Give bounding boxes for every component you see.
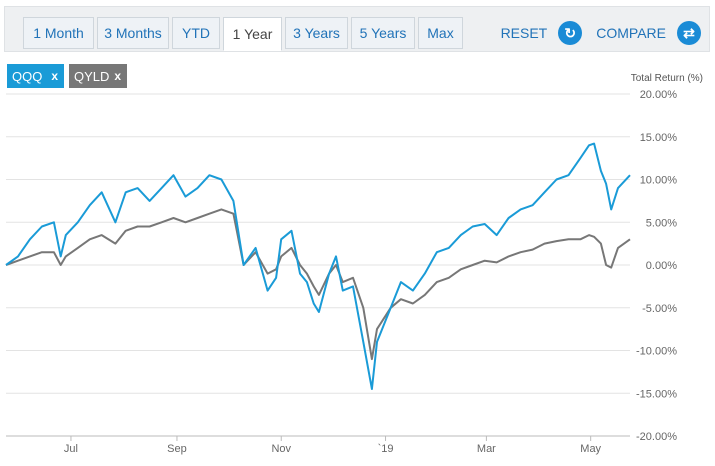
tab-3-months[interactable]: 3 Months [97, 17, 169, 49]
series-chip-qyld: QYLD x [69, 64, 127, 88]
y-tick-label: -20.00% [636, 431, 677, 443]
y-axis-ticks: 20.00% 15.00% 10.00% 5.00% 0.00% -5.00% -10.00… [636, 89, 677, 443]
tab-1-month[interactable]: 1 Month [23, 17, 94, 49]
close-icon[interactable]: x [51, 69, 58, 83]
x-tick-label: Nov [271, 443, 291, 455]
series-line-qqq [5, 142, 631, 390]
x-tick-label: Jul [64, 443, 78, 455]
series-chip-qqq: QQQ x [7, 64, 64, 88]
y-tick-label: 20.00% [640, 89, 678, 101]
series-line-qyld [5, 208, 631, 361]
refresh-icon[interactable]: ↻ [558, 21, 583, 45]
close-icon[interactable]: x [114, 69, 121, 83]
x-axis-ticks: Jul Sep Nov `19 Mar May [64, 436, 602, 455]
y-tick-label: 0.00% [646, 260, 677, 272]
y-tick-label: -10.00% [636, 346, 677, 358]
y-tick-label: 10.00% [640, 175, 678, 187]
tab-ytd[interactable]: YTD [172, 17, 220, 49]
reset-button[interactable]: RESET [500, 25, 548, 41]
swap-arrows-icon[interactable]: ⇄ [677, 21, 701, 45]
range-tabs: 1 Month 3 Months YTD 1 Year 3 Years 5 Years Ma… [23, 17, 466, 51]
tab-1-year[interactable]: 1 Year [223, 17, 282, 51]
x-tick-label: Mar [477, 443, 496, 455]
x-tick-label: `19 [378, 443, 394, 455]
compare-button[interactable]: COMPARE [596, 25, 666, 41]
y-tick-label: 5.00% [646, 217, 677, 229]
series-lines [5, 142, 631, 390]
grid-lines [6, 93, 630, 437]
tab-5-years[interactable]: 5 Years [351, 17, 415, 49]
toolbar-actions: RESET ↻ COMPARE ⇄ [501, 17, 701, 49]
x-tick-label: Sep [167, 443, 187, 455]
y-axis-label: Total Return (%) [631, 73, 703, 84]
y-tick-label: 15.00% [640, 132, 678, 144]
x-tick-label: May [580, 443, 601, 455]
y-tick-label: -5.00% [642, 303, 677, 315]
tab-max[interactable]: Max [418, 17, 463, 49]
tab-3-years[interactable]: 3 Years [285, 17, 348, 49]
range-toolbar: 1 Month 3 Months YTD 1 Year 3 Years 5 Years Ma… [4, 6, 710, 52]
y-tick-label: -15.00% [636, 388, 677, 400]
chip-label: QQQ [12, 68, 43, 84]
chip-label: QYLD [74, 68, 110, 84]
